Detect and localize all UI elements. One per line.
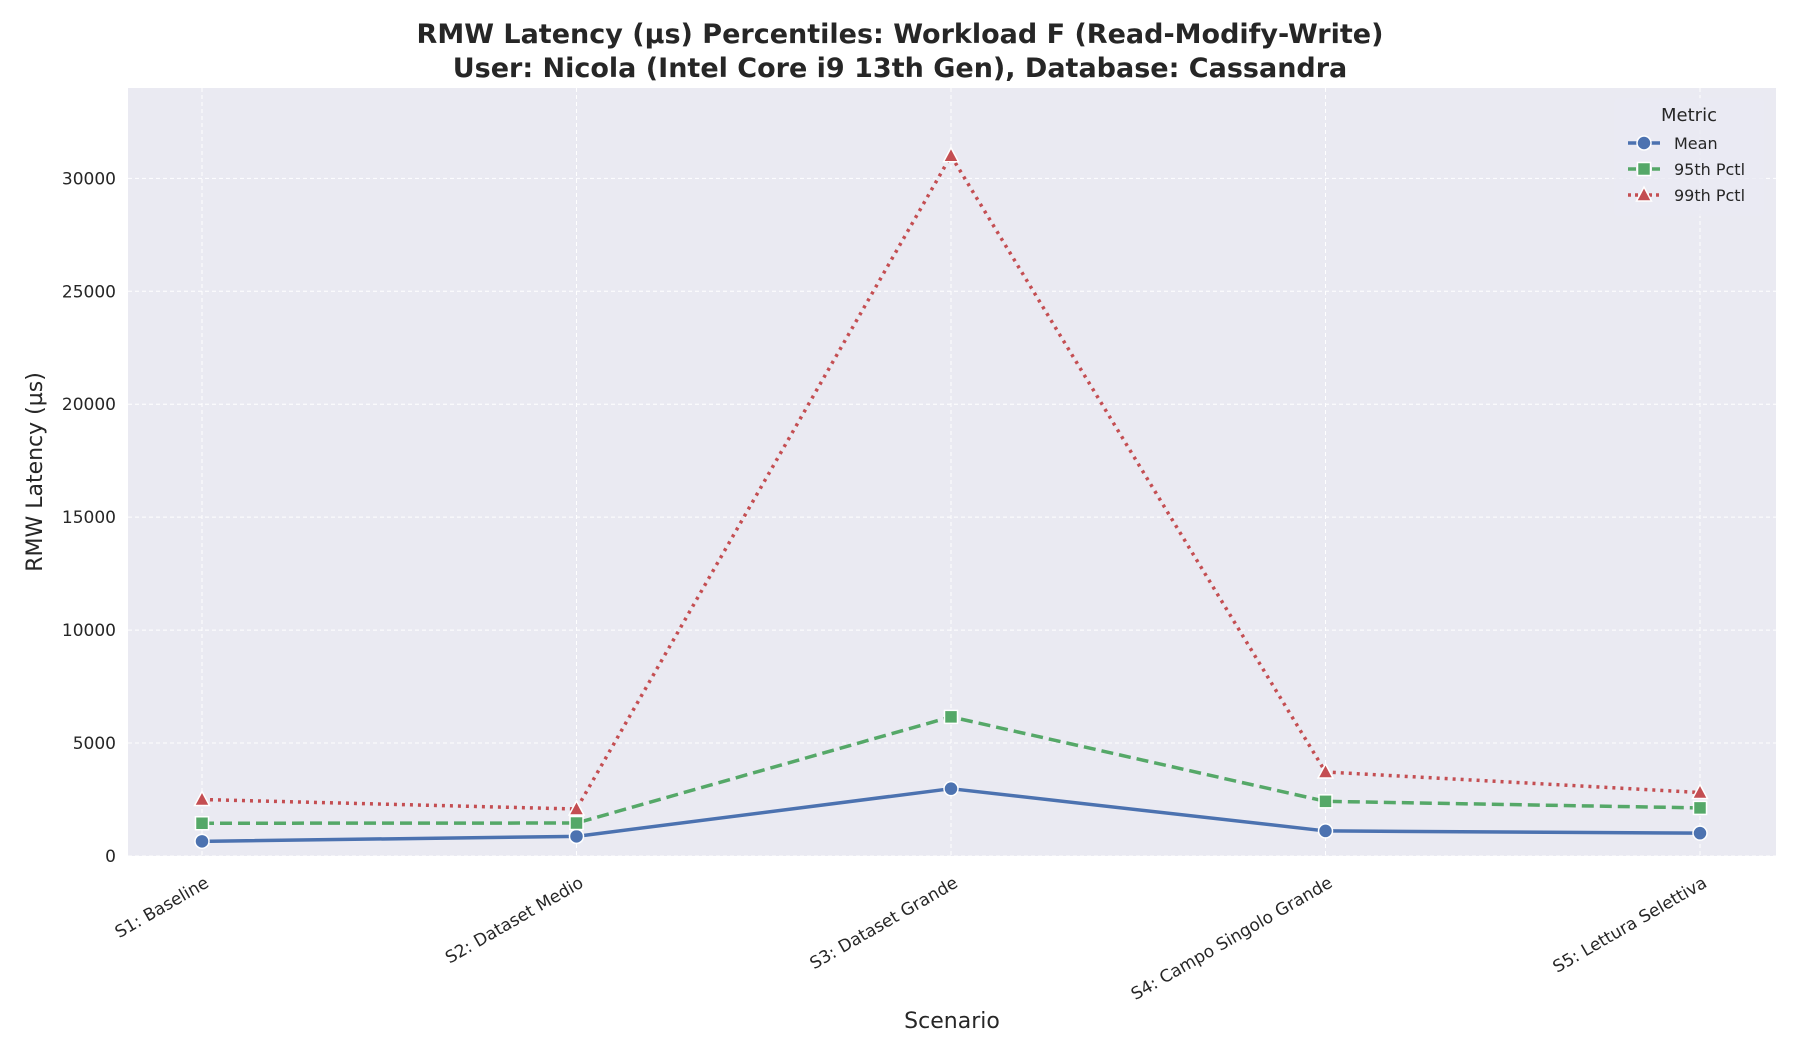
legend-marker bbox=[1635, 185, 1653, 202]
x-axis-label: Scenario bbox=[904, 1009, 1000, 1034]
y-tick-label: 15000 bbox=[62, 508, 116, 528]
legend-label: 99th Pctl bbox=[1674, 186, 1745, 205]
data-point bbox=[569, 815, 584, 831]
data-point bbox=[1316, 762, 1335, 779]
x-tick-labels: S1: Baseline S2: Dataset Medio S3: Dataset… bbox=[112, 873, 1711, 1005]
legend-item: 99th Pctl bbox=[1628, 185, 1745, 205]
y-tick-label: 5000 bbox=[73, 734, 116, 754]
x-tick-label: S4: Campo Singolo Grande bbox=[1128, 873, 1336, 1005]
x-tick-label: S3: Dataset Grande bbox=[807, 873, 962, 974]
y-tick-label: 20000 bbox=[62, 395, 116, 415]
data-point bbox=[194, 815, 210, 831]
legend-marker bbox=[1636, 135, 1652, 151]
chart-title-line-2: User: Nicola (Intel Core i9 13th Gen), D… bbox=[453, 53, 1348, 84]
series-line bbox=[201, 154, 1701, 811]
series-95th-pctl bbox=[194, 709, 1708, 831]
data-point bbox=[1691, 782, 1709, 800]
data-point bbox=[567, 799, 586, 816]
legend-title: Metric bbox=[1661, 105, 1717, 126]
data-point bbox=[1317, 823, 1334, 839]
series-mean bbox=[194, 780, 1708, 850]
x-tick-label: S1: Baseline bbox=[112, 873, 213, 943]
data-point bbox=[942, 146, 960, 163]
data-point bbox=[943, 709, 959, 725]
y-axis-label: RMW Latency (µs) bbox=[23, 372, 48, 572]
legend: Metric Mean 95th Pctl 99th Pctl bbox=[1614, 98, 1764, 216]
legend-box bbox=[1614, 98, 1764, 216]
data-point bbox=[1692, 825, 1708, 841]
legend-item: Mean bbox=[1628, 134, 1718, 153]
y-tick-label: 0 bbox=[105, 847, 116, 867]
data-point bbox=[193, 789, 211, 807]
y-tick-label: 30000 bbox=[62, 169, 116, 189]
y-tick-label: 25000 bbox=[62, 282, 116, 302]
x-tick-label: S2: Dataset Medio bbox=[442, 873, 587, 968]
data-point bbox=[1318, 794, 1333, 809]
y-tick-label: 10000 bbox=[62, 621, 116, 641]
chart-title-line-1: RMW Latency (µs) Percentiles: Workload F… bbox=[417, 19, 1384, 50]
data-point bbox=[943, 780, 959, 797]
data-point bbox=[194, 833, 210, 850]
y-tick-labels: 0 5000 10000 15000 20000 25000 30000 bbox=[62, 169, 116, 867]
series-99th-pctl bbox=[193, 146, 1709, 816]
legend-item: 95th Pctl bbox=[1628, 160, 1745, 179]
plot-area bbox=[128, 88, 1776, 856]
legend-label: 95th Pctl bbox=[1674, 160, 1745, 179]
x-tick-label: S5: Lettura Selettiva bbox=[1550, 873, 1711, 977]
data-point bbox=[1692, 800, 1708, 816]
legend-marker bbox=[1636, 161, 1652, 177]
legend-label: Mean bbox=[1674, 134, 1718, 153]
data-point bbox=[568, 828, 585, 845]
series-lines bbox=[193, 146, 1709, 850]
grid-lines bbox=[128, 88, 1776, 857]
